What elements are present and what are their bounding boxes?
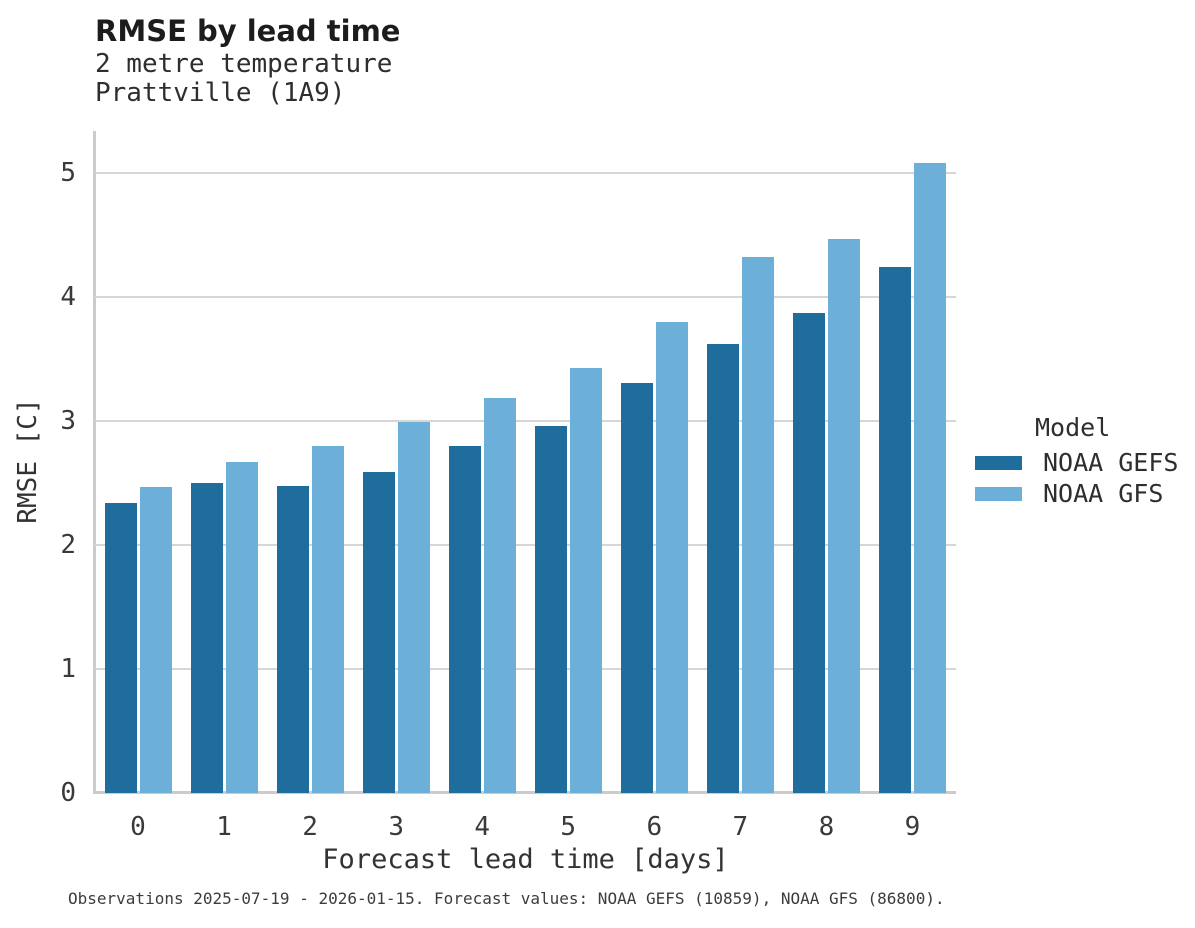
x-tick-label-0: 0: [130, 812, 146, 842]
x-tick-label-4: 4: [474, 812, 491, 842]
y-axis-title: RMSE [C]: [13, 398, 43, 524]
x-tick-label-1: 1: [216, 812, 232, 842]
gridline-y-3: [95, 420, 956, 423]
bar-noaa-gfs-lead-4: [483, 397, 516, 793]
plot-area: [95, 131, 956, 793]
legend-row-noaa-gfs: NOAA GFS: [975, 481, 1195, 507]
x-axis-line: [93, 791, 956, 794]
bar-noaa-gfs-lead-6: [655, 321, 688, 793]
legend: Model NOAA GEFS NOAA GFS: [975, 414, 1195, 512]
gridline-y-4: [95, 296, 956, 299]
legend-swatch-icon: [975, 456, 1022, 470]
bar-noaa-gefs-lead-6: [620, 382, 653, 793]
x-tick-label-2: 2: [302, 812, 318, 842]
y-axis-line: [93, 131, 96, 794]
bar-noaa-gefs-lead-0: [104, 502, 137, 793]
gridline-y-1: [95, 668, 956, 671]
y-tick-label-4: 4: [60, 282, 76, 313]
bar-noaa-gfs-lead-0: [139, 486, 172, 793]
x-axis-title: Forecast lead time [days]: [322, 844, 729, 875]
y-tick-label-5: 5: [60, 158, 76, 189]
subtitle-line-2: Prattville (1A9): [95, 78, 346, 108]
x-tick-label-5: 5: [560, 812, 577, 842]
legend-title: Model: [1035, 413, 1111, 442]
legend-row-noaa-gefs: NOAA GEFS: [975, 450, 1195, 476]
bar-noaa-gefs-lead-4: [448, 445, 481, 793]
y-tick-label-3: 3: [60, 406, 76, 437]
y-tick-label-2: 2: [60, 530, 76, 561]
bar-noaa-gfs-lead-5: [569, 367, 602, 793]
chart-title: RMSE by lead time: [95, 14, 401, 48]
x-tick-label-3: 3: [388, 812, 404, 842]
x-tick-label-6: 6: [646, 812, 663, 842]
x-tick-label-8: 8: [818, 812, 835, 842]
y-tick-label-1: 1: [60, 654, 76, 685]
legend-swatch-icon: [975, 487, 1022, 501]
x-tick-label-9: 9: [904, 812, 921, 842]
bar-noaa-gefs-lead-9: [878, 267, 911, 793]
legend-label: NOAA GEFS: [1043, 448, 1179, 477]
bar-noaa-gefs-lead-7: [706, 344, 739, 793]
footer-caption: Observations 2025-07-19 - 2026-01-15. Fo…: [68, 889, 945, 908]
x-tick-label-7: 7: [732, 812, 749, 842]
bar-noaa-gfs-lead-3: [397, 422, 430, 793]
bar-noaa-gefs-lead-3: [362, 471, 395, 793]
bar-noaa-gefs-lead-1: [190, 483, 223, 793]
y-tick-label-0: 0: [60, 778, 76, 808]
bar-noaa-gefs-lead-5: [534, 426, 567, 793]
bar-noaa-gefs-lead-2: [276, 485, 309, 793]
bar-noaa-gfs-lead-1: [225, 462, 258, 793]
bar-noaa-gefs-lead-8: [792, 313, 825, 793]
subtitle-line-1: 2 metre temperature: [95, 49, 393, 79]
bar-noaa-gfs-lead-8: [827, 238, 860, 793]
gridline-y-5: [95, 172, 956, 175]
legend-label: NOAA GFS: [1043, 479, 1164, 508]
chart-subtitle: 2 metre temperature Prattville (1A9): [95, 50, 392, 108]
bar-noaa-gfs-lead-2: [311, 445, 344, 793]
gridline-y-2: [95, 544, 956, 547]
bar-noaa-gfs-lead-9: [913, 163, 946, 793]
bar-noaa-gfs-lead-7: [741, 257, 774, 793]
